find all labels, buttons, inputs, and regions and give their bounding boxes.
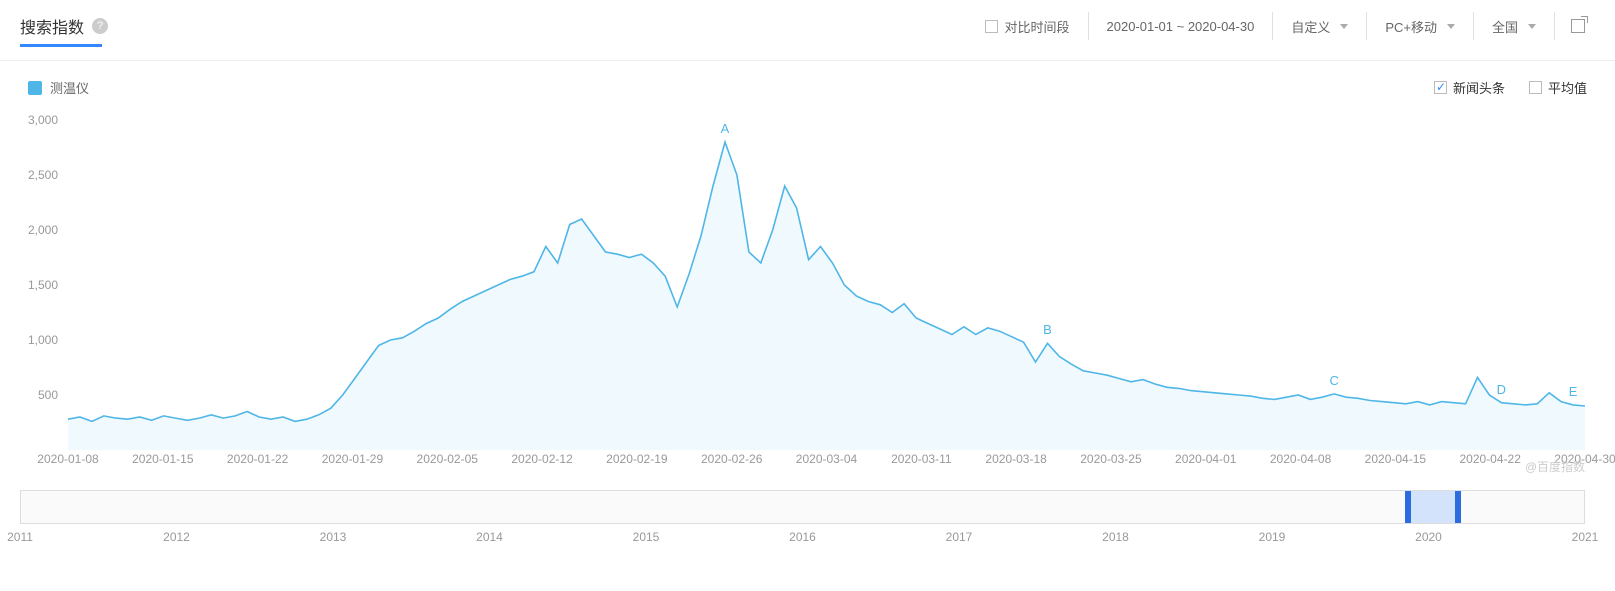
x-tick-label: 2020-01-29 — [322, 452, 383, 466]
y-tick-label: 3,000 — [28, 113, 58, 127]
share-button[interactable] — [1554, 12, 1595, 40]
chart-annotation[interactable]: A — [721, 121, 730, 136]
legend-options: 新闻头条 平均值 — [1434, 78, 1587, 97]
chevron-down-icon — [1447, 24, 1455, 29]
brush-tick-label: 2020 — [1415, 530, 1442, 544]
avg-toggle[interactable]: 平均值 — [1529, 78, 1587, 97]
x-tick-label: 2020-01-08 — [37, 452, 98, 466]
date-range-picker[interactable]: 2020-01-01 ~ 2020-04-30 — [1088, 12, 1273, 40]
news-label: 新闻头条 — [1453, 78, 1505, 97]
watermark: @百度指数 — [1525, 458, 1585, 475]
checkbox-icon — [985, 20, 998, 33]
news-toggle[interactable]: 新闻头条 — [1434, 78, 1505, 97]
time-brush: 2011201220132014201520162017201820192020… — [20, 490, 1585, 570]
compare-toggle[interactable]: 对比时间段 — [967, 12, 1087, 40]
brush-axis: 2011201220132014201520162017201820192020… — [20, 530, 1585, 550]
region-dropdown[interactable]: 全国 — [1473, 12, 1554, 40]
x-tick-label: 2020-01-15 — [132, 452, 193, 466]
brush-tick-label: 2018 — [1102, 530, 1129, 544]
chevron-down-icon — [1528, 24, 1536, 29]
brush-selection[interactable] — [1408, 491, 1458, 523]
y-tick-label: 1,000 — [28, 333, 58, 347]
brush-tick-label: 2013 — [320, 530, 347, 544]
device-label: PC+移动 — [1385, 17, 1437, 36]
header-divider — [0, 60, 1615, 61]
date-range-text: 2020-01-01 ~ 2020-04-30 — [1107, 19, 1255, 34]
chart-plot[interactable]: A B C D E — [68, 120, 1585, 450]
brush-tick-label: 2015 — [633, 530, 660, 544]
x-tick-label: 2020-02-26 — [701, 452, 762, 466]
x-tick-label: 2020-04-01 — [1175, 452, 1236, 466]
x-tick-label: 2020-04-22 — [1459, 452, 1520, 466]
avg-label: 平均值 — [1548, 78, 1587, 97]
page-title: 搜索指数 — [20, 14, 84, 38]
chart-annotation[interactable]: D — [1497, 382, 1506, 397]
x-axis: 2020-01-082020-01-152020-01-222020-01-29… — [68, 450, 1585, 470]
x-tick-label: 2020-02-05 — [417, 452, 478, 466]
brush-handle-left[interactable] — [1405, 491, 1411, 523]
series-legend[interactable]: 测温仪 — [28, 78, 89, 97]
x-tick-label: 2020-02-19 — [606, 452, 667, 466]
compare-label: 对比时间段 — [1004, 17, 1069, 36]
device-dropdown[interactable]: PC+移动 — [1366, 12, 1473, 40]
checkbox-checked-icon — [1434, 81, 1447, 94]
y-tick-label: 2,500 — [28, 168, 58, 182]
brush-track[interactable] — [20, 490, 1585, 524]
x-tick-label: 2020-04-15 — [1365, 452, 1426, 466]
checkbox-icon — [1529, 81, 1542, 94]
custom-dropdown[interactable]: 自定义 — [1272, 12, 1366, 40]
x-tick-label: 2020-03-04 — [796, 452, 857, 466]
chevron-down-icon — [1340, 24, 1348, 29]
header-controls: 对比时间段 2020-01-01 ~ 2020-04-30 自定义 PC+移动 … — [967, 12, 1595, 40]
brush-tick-label: 2019 — [1259, 530, 1286, 544]
brush-tick-label: 2011 — [7, 530, 33, 544]
x-tick-label: 2020-02-12 — [511, 452, 572, 466]
chart-container: 5001,0001,5002,0002,5003,000 ABCDE 2020-… — [20, 120, 1585, 470]
chart-annotation[interactable]: B — [1043, 322, 1052, 337]
y-tick-label: 500 — [38, 388, 58, 402]
y-tick-label: 1,500 — [28, 278, 58, 292]
x-tick-label: 2020-04-08 — [1270, 452, 1331, 466]
brush-handle-right[interactable] — [1455, 491, 1461, 523]
region-label: 全国 — [1492, 17, 1518, 36]
x-tick-label: 2020-03-25 — [1080, 452, 1141, 466]
brush-tick-label: 2012 — [163, 530, 190, 544]
help-icon[interactable]: ? — [92, 18, 108, 34]
brush-tick-label: 2021 — [1572, 530, 1599, 544]
header-left: 搜索指数 ? — [20, 14, 108, 38]
brush-tick-label: 2017 — [946, 530, 973, 544]
y-axis: 5001,0001,5002,0002,5003,000 — [20, 120, 62, 450]
chart-annotation[interactable]: C — [1329, 373, 1338, 388]
legend-swatch — [28, 81, 42, 95]
brush-tick-label: 2014 — [476, 530, 503, 544]
custom-label: 自定义 — [1291, 17, 1330, 36]
header-bar: 搜索指数 ? 对比时间段 2020-01-01 ~ 2020-04-30 自定义… — [0, 0, 1615, 44]
chart-annotation[interactable]: E — [1569, 384, 1578, 399]
legend-row: 测温仪 新闻头条 平均值 — [28, 78, 1587, 97]
active-tab-indicator — [20, 44, 102, 47]
x-tick-label: 2020-03-11 — [891, 452, 952, 466]
x-tick-label: 2020-03-18 — [985, 452, 1046, 466]
y-tick-label: 2,000 — [28, 223, 58, 237]
brush-tick-label: 2016 — [789, 530, 816, 544]
x-tick-label: 2020-01-22 — [227, 452, 288, 466]
share-icon — [1571, 19, 1585, 33]
series-name: 测温仪 — [50, 78, 89, 97]
